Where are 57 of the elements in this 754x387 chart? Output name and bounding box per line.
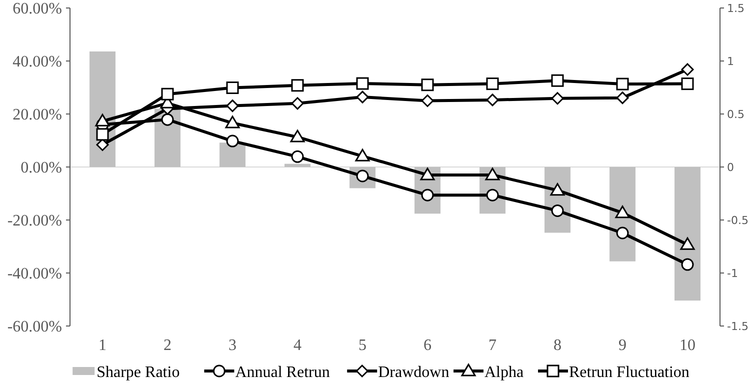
- legend-label: Alpha: [484, 364, 524, 381]
- y-tick-label: 60.00%: [12, 0, 62, 18]
- x-tick-label: 10: [680, 337, 696, 354]
- bar: [220, 142, 246, 167]
- point: [615, 206, 630, 218]
- y2-tick-label: -0.5: [727, 214, 748, 227]
- point: [550, 183, 565, 196]
- point: [680, 237, 695, 250]
- point: [291, 79, 304, 92]
- y-tick-label: -20.00%: [7, 212, 62, 230]
- point: [421, 78, 434, 92]
- x-tick-label: 2: [164, 337, 172, 354]
- bar: [284, 164, 310, 167]
- point: [226, 82, 239, 94]
- y-tick-label: -60.00%: [7, 318, 62, 336]
- point: [161, 88, 174, 100]
- point: [226, 134, 239, 148]
- y2-tick-label: -1: [727, 266, 738, 280]
- y2-tick-label: 1: [727, 54, 734, 68]
- x-tick-label: 6: [424, 337, 432, 354]
- y-tick-label: 20.00%: [12, 106, 62, 124]
- y-tick-label: 40.00%: [12, 54, 62, 71]
- point: [291, 150, 304, 163]
- point: [290, 130, 305, 142]
- y2-tick-label: 0: [727, 160, 734, 174]
- bar: [674, 167, 700, 301]
- y-tick-label: 0.00%: [20, 160, 62, 177]
- x-tick-label: 1: [98, 337, 106, 354]
- point: [355, 148, 370, 162]
- legend-label: Annual Retrun: [235, 364, 330, 381]
- legend-label: Retrun Fluctuation: [569, 364, 690, 381]
- point: [356, 77, 369, 90]
- y2-tick-label: -1.5: [727, 320, 748, 333]
- point: [161, 113, 174, 126]
- x-tick-label: 9: [618, 337, 626, 354]
- x-tick-label: 7: [488, 337, 496, 354]
- y2-tick-label: 1.5: [727, 2, 744, 15]
- point: [551, 74, 564, 87]
- point: [616, 78, 629, 90]
- point: [551, 204, 564, 217]
- point: [486, 78, 499, 90]
- point: [681, 78, 694, 90]
- legend-label: Drawdown: [378, 364, 450, 381]
- point: [96, 128, 109, 141]
- y2-tick-label: 0.5: [727, 108, 744, 121]
- point: [225, 116, 240, 128]
- x-tick-label: 5: [358, 337, 366, 354]
- point: [616, 226, 629, 240]
- y-tick-label: -40.00%: [7, 266, 62, 283]
- x-tick-label: 3: [228, 337, 236, 354]
- point: [420, 168, 435, 180]
- point: [95, 114, 110, 126]
- point: [485, 168, 500, 180]
- point: [681, 258, 694, 271]
- x-tick-label: 4: [294, 337, 302, 354]
- legend-label: Sharpe Ratio: [96, 364, 180, 381]
- x-tick-label: 8: [554, 337, 562, 354]
